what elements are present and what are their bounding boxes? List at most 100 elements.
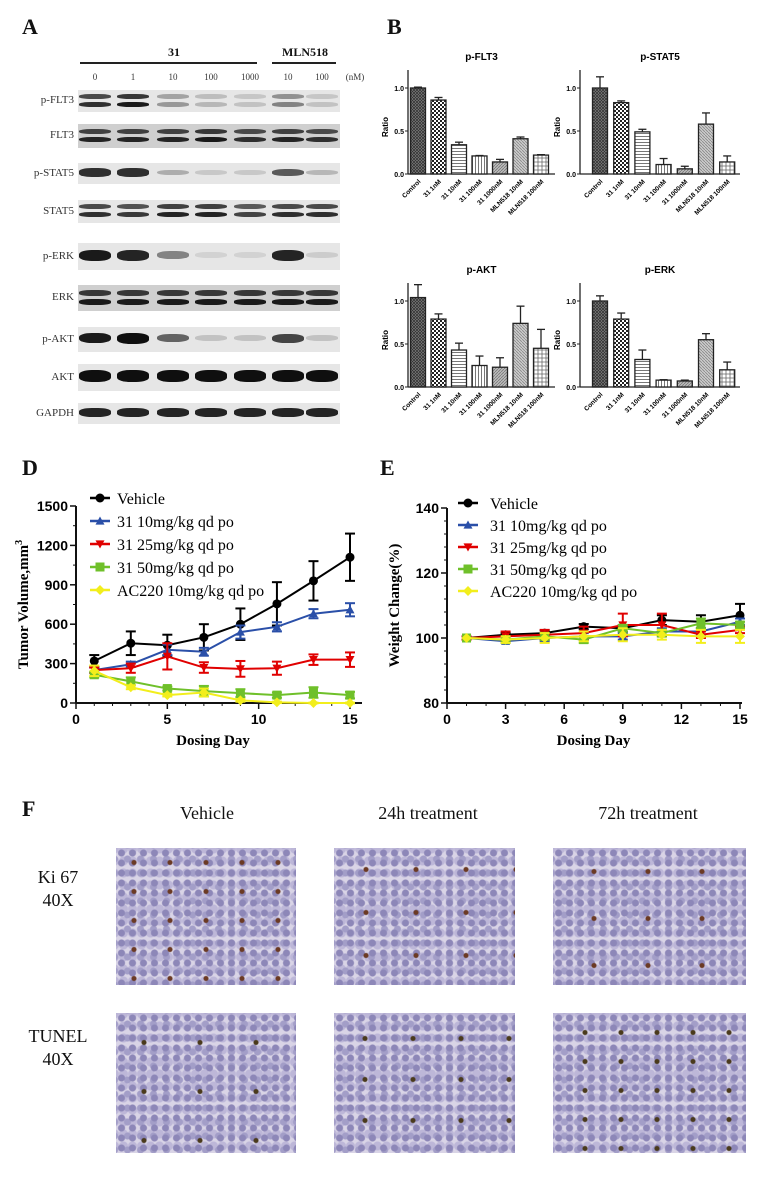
blot-strip [78,327,340,352]
x-tick-label: 31 1nM [605,178,626,199]
legend-label: AC220 10mg/kg qd po [490,584,637,601]
bar-31-100nm [655,379,672,388]
blot-band [117,128,149,134]
data-point [308,609,318,618]
blot-band [306,169,338,176]
blot-band [306,101,338,107]
x-tick-label: Control [583,178,604,199]
blot-band [157,101,189,107]
y-tick-label: 0.0 [394,172,404,179]
blot-strip [78,364,340,391]
group-label-mln518: MLN518 [282,45,328,59]
blot-band [272,299,304,305]
column-header-72h: 72h treatment [598,803,698,823]
blot-row-label: p-ERK [42,249,74,262]
blot-band [79,212,111,218]
blot-band [272,101,304,107]
blot-row-label: p-AKT [42,332,74,345]
column-header-24h: 24h treatment [378,803,478,823]
x-tick-label: 15 [732,711,748,727]
histology-image [334,848,515,985]
blot-band [157,212,189,218]
blot-strip [78,285,340,311]
data-point [308,698,319,708]
blot-row-label: p-STAT5 [33,166,74,179]
blot-band [79,136,111,143]
x-tick-label: 31 1nM [605,391,626,412]
series-line [466,633,740,641]
data-point [657,621,667,630]
y-tick-label: 0 [60,695,68,711]
bar-mln518-100nm [719,161,736,175]
y-tick-label: 1200 [37,537,68,553]
concentration-label: 100 [315,72,329,82]
data-point [199,632,209,642]
blot-band [234,128,266,134]
data-point [345,698,355,708]
data-point [695,631,706,642]
bar-31-100nm [471,364,488,388]
row-label-ki67-mag: 40X [42,890,74,910]
blot-band [306,408,338,417]
blot-band [157,94,189,99]
blot-band [272,212,304,218]
x-tick-label: 0 [72,711,80,727]
blot-band [195,128,227,134]
blot-band [117,333,149,344]
group-label-31: 31 [168,45,180,59]
blot-band [117,212,149,218]
bar-31-100nm [471,155,488,175]
series-line [94,655,350,672]
data-point [272,622,282,631]
panel-label-f: F [22,796,36,821]
bar-31-10nm [450,349,468,388]
bar-mln518-100nm [532,154,550,175]
y-axis-label-main: Tumor Volume,mm [16,544,32,669]
blot-band [79,101,111,107]
data-point [199,647,209,656]
blot-band [195,136,227,143]
legend-label: 31 10mg/kg qd po [490,518,607,535]
concentration-label: 10 [283,72,293,82]
histology-image [334,1013,515,1153]
data-point [308,576,318,586]
x-tick-label: 10 [251,711,267,727]
blot-row-label: AKT [51,370,74,383]
bar-31-1000nm [676,380,693,388]
y-axis-label: Ratio [553,330,562,350]
blot-band [306,128,338,134]
series-line [93,556,351,662]
panel-label-e: E [380,455,395,480]
data-point [272,690,282,700]
data-point [89,656,99,666]
panel-label-d: D [22,455,38,480]
y-tick-label: 300 [45,656,69,672]
blot-band [157,128,189,134]
panel-label-b: B [387,14,402,39]
bar-31-1000nm [491,161,509,175]
blot-band [306,289,338,296]
bar-31-10nm [634,131,651,175]
blot-strip [78,90,340,112]
data-point [656,629,667,640]
histology-image [553,848,746,985]
blot-band [306,136,338,143]
y-tick-label: 900 [45,577,69,593]
blot-band [234,101,266,107]
blot-band [79,204,111,210]
group-line-31 [80,62,257,64]
legend-label: 31 50mg/kg qd po [490,562,607,579]
legend-marker [95,540,105,549]
blot-band [306,212,338,218]
data-point [89,665,100,676]
blot-band [306,204,338,210]
blot-band [117,168,149,177]
data-point [271,697,282,708]
series-line [466,614,741,639]
blot-band [157,299,189,305]
data-point [235,695,246,706]
blot-strip [78,403,340,424]
legend-label: 31 50mg/kg qd po [117,560,234,577]
data-point [235,665,245,674]
data-point [162,684,172,694]
